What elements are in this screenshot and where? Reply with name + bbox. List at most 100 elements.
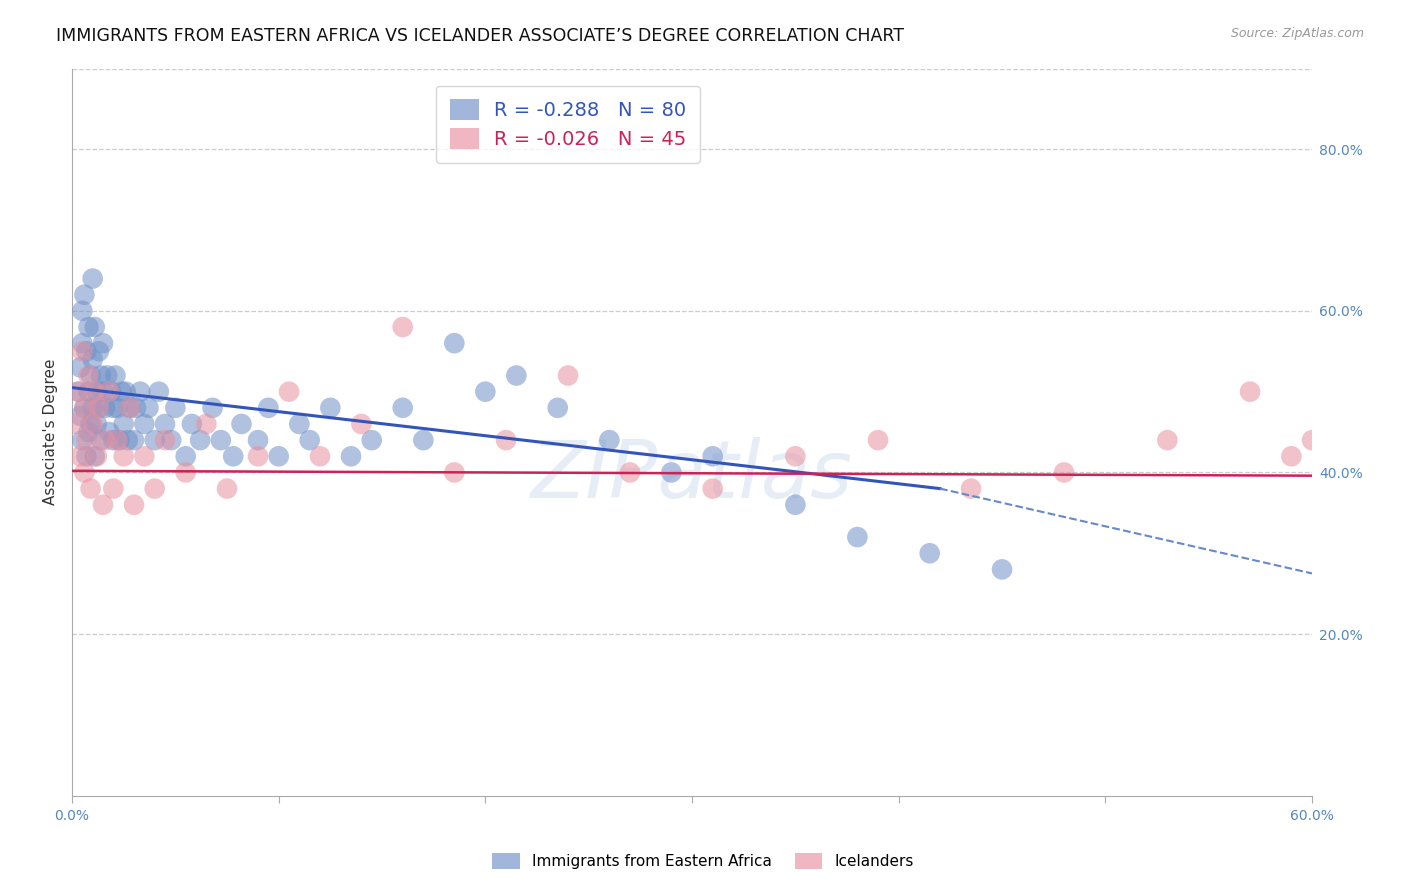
Point xyxy=(125,401,148,415)
Point xyxy=(122,433,145,447)
Point xyxy=(83,320,105,334)
Point xyxy=(108,433,131,447)
Point xyxy=(110,384,132,399)
Point xyxy=(598,433,620,447)
Point xyxy=(69,360,91,375)
Legend: Immigrants from Eastern Africa, Icelanders: Immigrants from Eastern Africa, Icelande… xyxy=(486,847,920,875)
Point xyxy=(288,417,311,431)
Point xyxy=(209,433,232,447)
Point xyxy=(474,384,496,399)
Point xyxy=(83,450,105,464)
Point xyxy=(82,352,104,367)
Point xyxy=(77,384,100,399)
Point xyxy=(785,498,807,512)
Point xyxy=(1053,466,1076,480)
Point xyxy=(619,466,641,480)
Point xyxy=(866,433,889,447)
Point xyxy=(72,304,94,318)
Text: IMMIGRANTS FROM EASTERN AFRICA VS ICELANDER ASSOCIATE’S DEGREE CORRELATION CHART: IMMIGRANTS FROM EASTERN AFRICA VS ICELAN… xyxy=(56,27,904,45)
Point xyxy=(82,417,104,431)
Point xyxy=(138,401,160,415)
Point xyxy=(112,417,135,431)
Point xyxy=(165,401,187,415)
Point xyxy=(195,417,218,431)
Point xyxy=(215,482,238,496)
Point xyxy=(79,417,101,431)
Point xyxy=(67,384,90,399)
Point xyxy=(67,384,90,399)
Point xyxy=(846,530,869,544)
Point xyxy=(122,498,145,512)
Point xyxy=(702,482,724,496)
Point xyxy=(114,384,136,399)
Point xyxy=(174,466,197,480)
Point xyxy=(340,450,363,464)
Point xyxy=(247,433,270,447)
Point xyxy=(79,368,101,383)
Point xyxy=(134,450,156,464)
Point xyxy=(134,417,156,431)
Point xyxy=(104,368,127,383)
Point xyxy=(77,320,100,334)
Point xyxy=(77,425,100,439)
Text: ZIPatlas: ZIPatlas xyxy=(531,437,853,515)
Point xyxy=(160,433,183,447)
Point xyxy=(87,401,110,415)
Point xyxy=(73,287,96,301)
Point xyxy=(82,271,104,285)
Point xyxy=(153,417,176,431)
Point xyxy=(267,450,290,464)
Point xyxy=(79,482,101,496)
Point xyxy=(257,401,280,415)
Point xyxy=(69,450,91,464)
Point xyxy=(505,368,527,383)
Point xyxy=(73,466,96,480)
Point xyxy=(360,433,382,447)
Point xyxy=(278,384,301,399)
Point xyxy=(231,417,253,431)
Point xyxy=(96,368,118,383)
Point xyxy=(90,433,112,447)
Point xyxy=(143,482,166,496)
Point xyxy=(174,450,197,464)
Point xyxy=(117,433,139,447)
Point xyxy=(107,433,129,447)
Point xyxy=(222,450,245,464)
Point xyxy=(82,401,104,415)
Point xyxy=(247,450,270,464)
Point xyxy=(118,401,141,415)
Point xyxy=(103,482,125,496)
Point xyxy=(118,401,141,415)
Point xyxy=(107,401,129,415)
Point xyxy=(91,336,114,351)
Point xyxy=(98,425,121,439)
Point xyxy=(91,384,114,399)
Point xyxy=(918,546,941,560)
Point xyxy=(72,336,94,351)
Y-axis label: Associate's Degree: Associate's Degree xyxy=(44,359,58,505)
Point xyxy=(73,401,96,415)
Point xyxy=(309,450,332,464)
Point xyxy=(991,562,1014,576)
Point xyxy=(443,466,465,480)
Point xyxy=(76,344,98,359)
Point xyxy=(98,384,121,399)
Point xyxy=(143,433,166,447)
Point xyxy=(319,401,342,415)
Point xyxy=(180,417,202,431)
Point xyxy=(76,433,98,447)
Point xyxy=(148,384,170,399)
Point xyxy=(94,401,117,415)
Point xyxy=(495,433,517,447)
Point xyxy=(1156,433,1178,447)
Point xyxy=(72,344,94,359)
Point xyxy=(91,498,114,512)
Point xyxy=(557,368,579,383)
Point xyxy=(129,384,152,399)
Point xyxy=(72,433,94,447)
Point xyxy=(73,401,96,415)
Point xyxy=(785,450,807,464)
Point xyxy=(103,433,125,447)
Point xyxy=(86,417,108,431)
Point xyxy=(960,482,983,496)
